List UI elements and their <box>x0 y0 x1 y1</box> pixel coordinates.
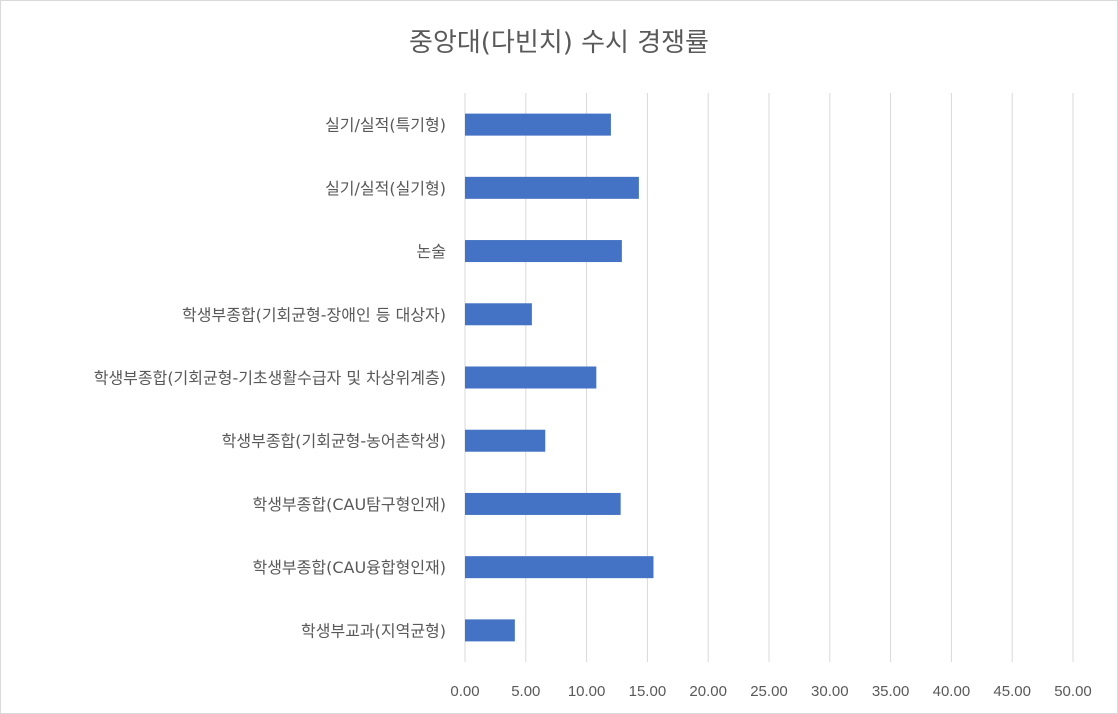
bar <box>465 429 546 452</box>
x-tick-label: 10.00 <box>568 683 606 700</box>
bar <box>465 240 622 263</box>
chart-title: 중앙대(다빈치) 수시 경쟁률 <box>409 28 709 58</box>
x-tick-label: 15.00 <box>629 683 667 700</box>
bar <box>465 556 654 579</box>
x-tick-label: 35.00 <box>872 683 910 700</box>
category-label: 실기/실적(실기형) <box>325 179 446 198</box>
x-tick-label: 5.00 <box>511 683 540 700</box>
category-label: 학생부종합(기회균형-장애인 등 대상자) <box>182 305 446 324</box>
x-tick-labels: 0.00 5.00 10.00 15.00 20.00 25.00 30.00 35.00 40… <box>450 683 1091 700</box>
bar <box>465 176 639 199</box>
x-tick-label: 0.00 <box>450 683 479 700</box>
category-label: 학생부교과(지역균형) <box>301 621 446 640</box>
category-label: 학생부종합(기회균형-기초생활수급자 및 차상위계층) <box>94 369 446 388</box>
bar <box>465 619 515 642</box>
x-tick-label: 20.00 <box>689 683 727 700</box>
bar <box>465 492 621 515</box>
x-tick-label: 45.00 <box>993 683 1031 700</box>
category-label: 실기/실적(특기형) <box>325 116 446 135</box>
x-tick-label: 50.00 <box>1054 683 1092 700</box>
bar <box>465 303 532 326</box>
category-label: 학생부종합(CAU융합형인재) <box>252 558 446 577</box>
category-label: 학생부종합(기회균형-농어촌학생) <box>222 432 446 451</box>
x-tick-label: 30.00 <box>811 683 849 700</box>
bars <box>465 113 654 642</box>
x-tick-label: 40.00 <box>933 683 971 700</box>
bar <box>465 366 597 389</box>
category-label: 학생부종합(CAU탐구형인재) <box>252 495 446 514</box>
category-label: 논술 <box>417 242 446 261</box>
bar <box>465 113 611 136</box>
x-tick-label: 25.00 <box>750 683 788 700</box>
